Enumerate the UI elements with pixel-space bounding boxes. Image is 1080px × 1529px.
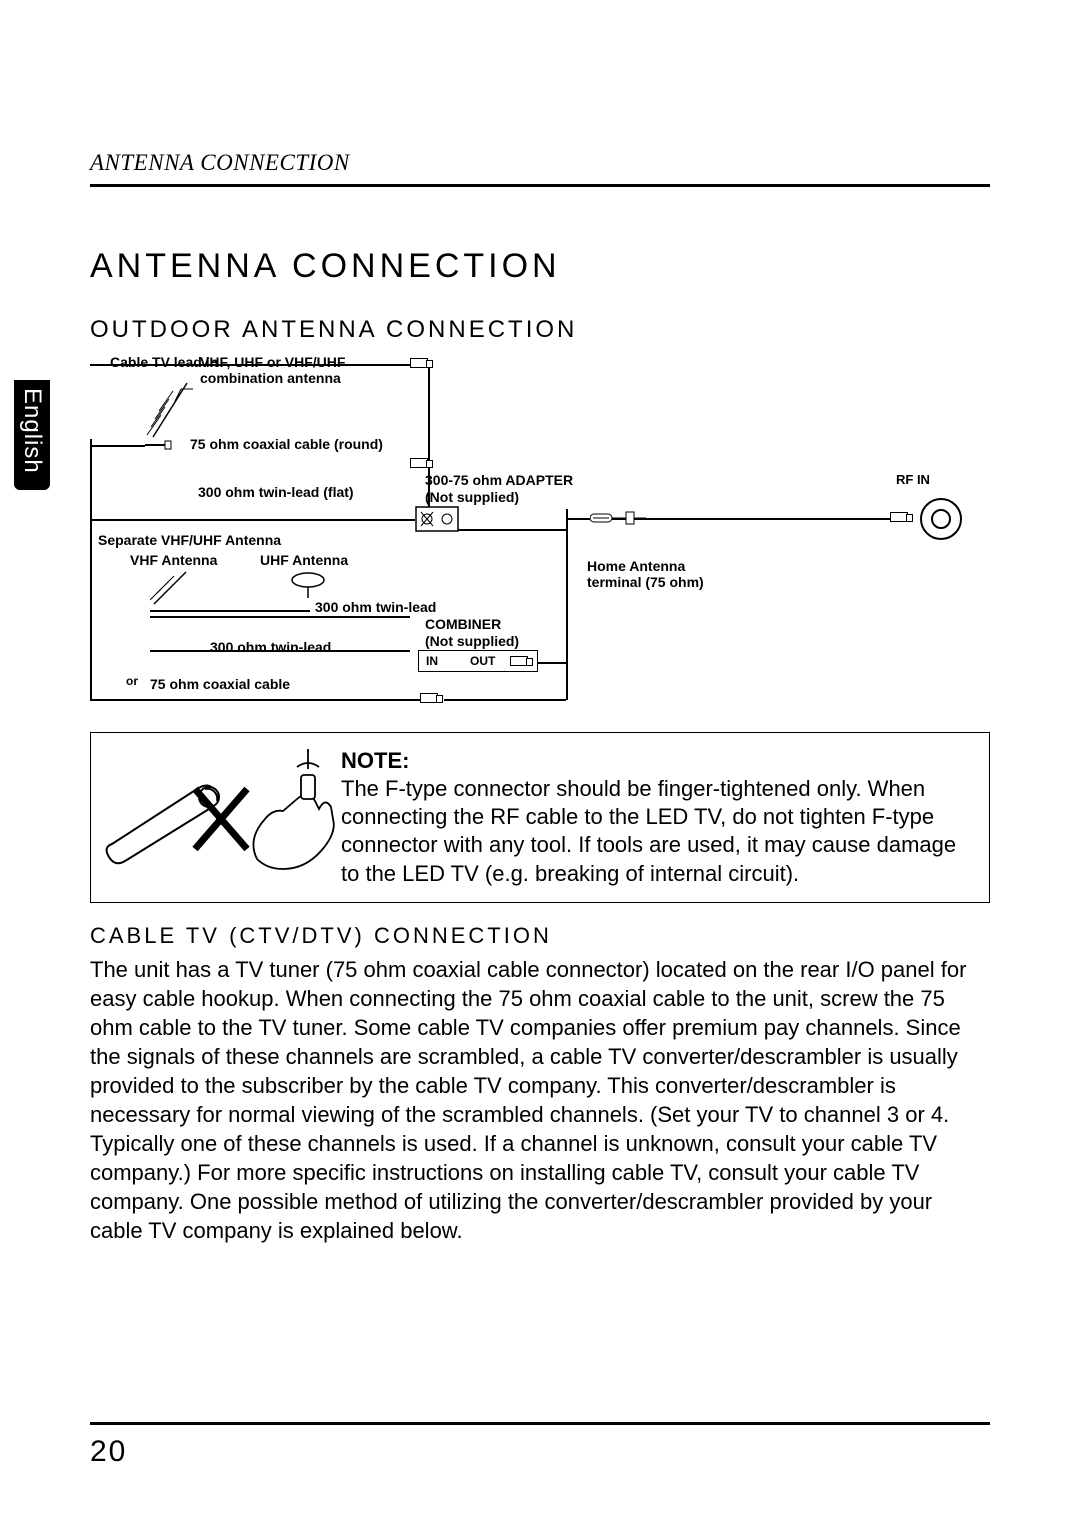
note-box: NOTE: The F-type connector should be fin… bbox=[90, 732, 990, 903]
label-not-supplied-2: (Not supplied) bbox=[425, 633, 519, 649]
label-not-supplied-1: (Not supplied) bbox=[425, 489, 519, 505]
connector-icon bbox=[410, 358, 428, 368]
label-rf-in: RF IN bbox=[896, 472, 930, 487]
subsection-cable: CABLE TV (CTV/DTV) CONNECTION bbox=[90, 923, 990, 949]
label-or: or bbox=[126, 674, 138, 688]
label-coax-round: 75 ohm coaxial cable (round) bbox=[190, 436, 383, 452]
label-uhf: UHF Antenna bbox=[260, 552, 348, 568]
label-separate: Separate VHF/UHF Antenna bbox=[98, 532, 281, 548]
label-out: OUT bbox=[470, 654, 495, 668]
label-twin-lead-flat: 300 ohm twin-lead (flat) bbox=[198, 484, 354, 500]
connector-icon bbox=[410, 458, 428, 468]
connector-icon bbox=[420, 693, 438, 703]
note-text: NOTE: The F-type connector should be fin… bbox=[337, 739, 983, 896]
label-vhf: VHF Antenna bbox=[130, 552, 217, 568]
coax-icon bbox=[145, 436, 173, 454]
running-head: ANTENNA CONNECTION bbox=[90, 150, 990, 187]
label-twin-lead-1: 300 ohm twin-lead bbox=[315, 599, 436, 615]
cable-plug-icon bbox=[590, 508, 646, 528]
page-number: 20 bbox=[90, 1435, 127, 1468]
vhf-antenna-icon bbox=[150, 570, 190, 606]
connector-icon bbox=[510, 656, 528, 666]
label-in: IN bbox=[426, 654, 438, 668]
label-combo-antenna: VHF, UHF or VHF/UHF combination antenna bbox=[200, 354, 345, 386]
label-combiner: COMBINER bbox=[425, 616, 501, 632]
adapter-icon bbox=[415, 506, 459, 532]
rf-in-port-icon bbox=[920, 498, 962, 540]
cable-body: The unit has a TV tuner (75 ohm coaxial … bbox=[90, 955, 990, 1245]
label-home-terminal: Home Antenna terminal (75 ohm) bbox=[587, 558, 704, 590]
antenna-diagram: Cable TV lead in VHF, UHF or VHF/UHF com… bbox=[90, 354, 970, 724]
label-coax-2: 75 ohm coaxial cable bbox=[150, 676, 290, 692]
language-tab: English bbox=[14, 380, 50, 490]
page: ANTENNA CONNECTION ANTENNA CONNECTION OU… bbox=[90, 0, 990, 1245]
note-body: The F-type connector should be finger-ti… bbox=[341, 775, 975, 888]
section-title: ANTENNA CONNECTION bbox=[90, 247, 990, 286]
note-title: NOTE: bbox=[341, 747, 975, 775]
uhf-antenna-icon bbox=[290, 570, 326, 598]
note-illustration bbox=[97, 739, 337, 896]
antenna-icon bbox=[145, 379, 195, 439]
label-adapter: 300-75 ohm ADAPTER bbox=[425, 472, 573, 488]
subsection-outdoor: OUTDOOR ANTENNA CONNECTION bbox=[90, 316, 990, 344]
connector-icon bbox=[890, 512, 908, 522]
label-twin-lead-2: 300 ohm twin-lead bbox=[210, 639, 331, 655]
page-footer: 20 bbox=[90, 1422, 990, 1469]
